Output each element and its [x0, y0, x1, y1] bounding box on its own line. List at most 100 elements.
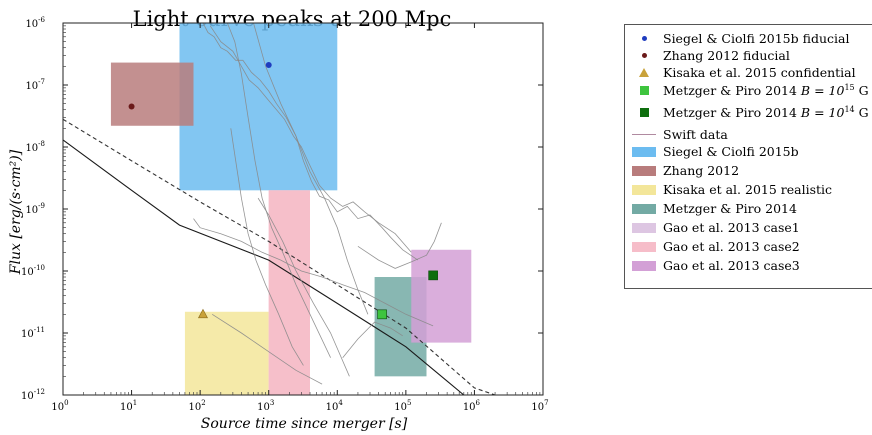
legend-item: Siegel & Ciolfi 2015b fiducial	[631, 30, 849, 47]
legend-label-text: Zhang 2012 fiducial	[663, 48, 790, 63]
x-tick-label: 101	[120, 399, 137, 413]
legend-swatch-patch	[631, 260, 657, 272]
x-tick-label: 100	[51, 399, 68, 413]
legend-swatch-line	[631, 129, 657, 141]
legend-swatch-square	[631, 107, 657, 119]
legend-label-exponent: 14	[844, 104, 855, 114]
legend: Siegel & Ciolfi 2015b fiducial Zhang 2012…	[624, 24, 872, 289]
legend-label: Metzger & Piro 2014	[663, 201, 797, 216]
swift-trace-7	[257, 197, 350, 377]
legend-swatch-circle	[631, 33, 657, 45]
legend-label: Kisaka et al. 2015 realistic	[663, 182, 832, 197]
legend-label-text: Metzger & Piro 2014	[663, 105, 801, 121]
legend-label-text: Gao et al. 2013 case2	[663, 239, 800, 254]
legend-label-text: Zhang 2012	[663, 163, 740, 178]
legend-label-text: Kisaka et al. 2015 confidential	[663, 65, 856, 80]
legend-label-unit: G	[854, 83, 869, 99]
legend-label: Gao et al. 2013 case1	[663, 220, 800, 235]
legend-item: Metzger & Piro 2014 B = 1015 G	[631, 82, 869, 99]
legend-label: Gao et al. 2013 case3	[663, 258, 800, 273]
swift-trace-6	[211, 313, 323, 385]
legend-item: Metzger & Piro 2014	[631, 200, 797, 217]
x-tick-label: 106	[463, 399, 481, 413]
y-tick-label: 10-7	[25, 78, 45, 92]
legend-label: Kisaka et al. 2015 confidential	[663, 65, 856, 80]
legend-label-field: B = 10	[800, 83, 845, 99]
region-1	[110, 62, 194, 126]
legend-swatch-patch	[631, 184, 657, 196]
legend-item: Siegel & Ciolfi 2015b	[631, 143, 799, 160]
point-3	[377, 309, 387, 320]
x-tick-label: 105	[394, 399, 411, 413]
regions-layer	[110, 23, 472, 395]
legend-item: Gao et al. 2013 case2	[631, 238, 800, 255]
point-2	[197, 308, 208, 319]
y-tick-label: 10-6	[25, 16, 45, 30]
x-tick-label: 103	[257, 399, 274, 413]
x-tick-label: 107	[531, 399, 548, 413]
region-6	[411, 249, 472, 343]
model-curve-dashed-1	[62, 118, 496, 396]
point-0	[265, 62, 272, 69]
legend-item: Metzger & Piro 2014 B = 1014 G	[631, 104, 869, 121]
y-tick-label: 10-10	[21, 264, 45, 278]
legend-label-text: Metzger & Piro 2014	[663, 83, 801, 99]
curves-layer	[62, 118, 496, 396]
region-5	[268, 190, 310, 395]
legend-label-text: Gao et al. 2013 case1	[663, 220, 800, 235]
legend-label: Metzger & Piro 2014 B = 1015 G	[663, 83, 869, 98]
legend-swatch-patch	[631, 241, 657, 253]
legend-label-text: Gao et al. 2013 case3	[663, 258, 800, 273]
legend-label: Zhang 2012 fiducial	[663, 48, 790, 63]
legend-swatch-circle	[631, 50, 657, 62]
legend-label-exponent: 15	[844, 82, 855, 92]
swift-trace-2	[227, 22, 331, 358]
model-curve-solid-0	[62, 139, 465, 396]
swift-data-layer	[193, 22, 442, 385]
legend-label: Gao et al. 2013 case2	[663, 239, 800, 254]
x-axis-ticks: 100 101 102 103 104 105 106 107	[51, 23, 549, 413]
legend-label: Metzger & Piro 2014 B = 1014 G	[663, 105, 869, 120]
swift-trace-4	[253, 22, 369, 315]
region-0	[179, 23, 338, 191]
point-1	[128, 103, 135, 110]
legend-swatch-patch	[631, 165, 657, 177]
legend-swatch-triangle	[631, 67, 657, 79]
legend-label-text: Swift data	[663, 127, 728, 142]
swift-trace-1	[209, 25, 412, 253]
legend-swatch-patch	[631, 222, 657, 234]
legend-item: Kisaka et al. 2015 realistic	[631, 181, 832, 198]
legend-label-text: Metzger & Piro 2014	[663, 201, 797, 216]
x-tick-label: 102	[189, 399, 206, 413]
legend-label: Swift data	[663, 127, 728, 142]
legend-label-text: Kisaka et al. 2015 realistic	[663, 182, 833, 197]
swift-trace-5	[193, 218, 434, 327]
legend-item: Kisaka et al. 2015 confidential	[631, 64, 856, 81]
legend-item: Gao et al. 2013 case3	[631, 257, 800, 274]
y-tick-label: 10-8	[25, 140, 45, 154]
legend-label: Siegel & Ciolfi 2015b fiducial	[663, 31, 849, 46]
legend-item: Zhang 2012 fiducial	[631, 47, 790, 64]
legend-item: Gao et al. 2013 case1	[631, 219, 800, 236]
swift-trace-9	[342, 321, 403, 358]
legend-label-text: Siegel & Ciolfi 2015b	[663, 144, 799, 159]
swift-trace-8	[357, 222, 442, 269]
y-tick-label: 10-12	[21, 388, 45, 402]
legend-item: Zhang 2012	[631, 162, 739, 179]
legend-label: Zhang 2012	[663, 163, 739, 178]
legend-label: Siegel & Ciolfi 2015b	[663, 144, 799, 159]
y-axis-ticks: 10-12 10-11 10-10 10-9 10-8 10-7 10-6	[21, 16, 543, 402]
point-4	[428, 270, 438, 281]
y-tick-label: 10-9	[25, 202, 45, 216]
legend-swatch-patch	[631, 146, 657, 158]
y-tick-label: 10-11	[21, 326, 45, 340]
legend-label-text: Siegel & Ciolfi 2015b fiducial	[663, 31, 850, 46]
legend-label-unit: G	[854, 105, 869, 121]
swift-trace-3	[230, 128, 304, 366]
region-2	[184, 311, 269, 395]
points-layer	[128, 62, 438, 320]
legend-label-field: B = 10	[800, 105, 845, 121]
legend-item: Swift data	[631, 126, 728, 143]
x-axis-label: Source time since merger [s]	[201, 416, 408, 432]
